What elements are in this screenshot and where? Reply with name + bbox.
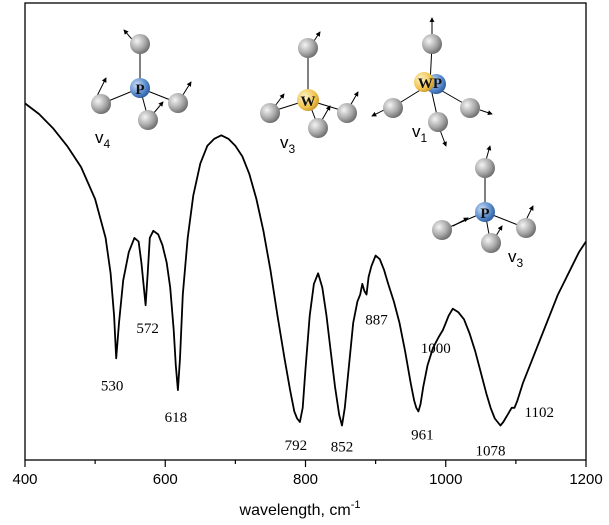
mode-symbol: v <box>412 122 421 141</box>
x-tick-label: 800 <box>293 471 318 488</box>
x-axis-title-superscript: -1 <box>351 499 361 511</box>
vibration-inset-v4-p: P v4 <box>91 29 192 151</box>
vibration-inset-v3-w: W v3 <box>260 31 359 156</box>
mode-subscript: 3 <box>289 142 296 156</box>
phosphorus-atom <box>475 202 495 222</box>
oxygen-atom <box>298 38 318 58</box>
series-group <box>24 102 587 427</box>
mode-symbol: v <box>95 128 104 147</box>
peak-label: 887 <box>365 313 388 329</box>
mode-subscript: 1 <box>421 131 428 145</box>
oxygen-atom <box>475 158 495 178</box>
oxygen-atom <box>308 118 328 138</box>
inset-center-atom-label: P <box>135 82 144 98</box>
phosphorus-atom <box>130 78 150 98</box>
peak-label: 852 <box>331 440 354 456</box>
oxygen-atom <box>383 98 403 118</box>
inset-center-atom-label: P <box>480 206 489 222</box>
mode-subscript: 3 <box>517 256 524 270</box>
peak-label: 792 <box>285 438 308 454</box>
tungsten-atom <box>414 72 434 92</box>
oxygen-atom <box>168 93 188 113</box>
oxygen-atom <box>138 110 158 130</box>
peak-label: 530 <box>101 378 124 394</box>
peak-label: 1078 <box>475 444 505 460</box>
series-line-0 <box>24 102 587 427</box>
x-tick-label: 400 <box>12 471 37 488</box>
mode-symbol: v <box>280 133 289 152</box>
peak-labels: 530 572 618 792 852 887 961 1000 1078 1102 <box>101 313 554 460</box>
peak-label: 618 <box>165 410 188 426</box>
oxygen-atom <box>130 34 150 54</box>
inset-mode-label: v1 <box>412 122 428 145</box>
x-axis-title: wavelength, cm-1 <box>239 499 361 519</box>
inset-center-atom-label: WP <box>418 76 442 92</box>
oxygen-atom <box>337 103 357 123</box>
oxygen-atom <box>91 94 111 114</box>
x-axis-title-text: wavelength, cm <box>239 502 351 519</box>
vibration-inset-v3-p: P v3 <box>432 145 536 270</box>
inset-mode-label: v4 <box>95 128 111 151</box>
peak-label: 1102 <box>525 405 554 421</box>
oxygen-atom <box>516 218 536 238</box>
tungsten-atom <box>297 89 319 111</box>
oxygen-atom <box>422 34 442 54</box>
oxygen-atom <box>432 220 452 240</box>
x-tick-label: 1200 <box>569 471 602 488</box>
oxygen-atom <box>460 98 480 118</box>
x-axis: 400 600 800 1000 1200 <box>12 460 603 488</box>
oxygen-atom <box>428 112 448 132</box>
vibration-inset-v1-wp: WP v1 <box>371 17 493 147</box>
x-tick-label: 600 <box>153 471 178 488</box>
oxygen-atom <box>260 103 280 123</box>
x-tick-label: 1000 <box>429 471 462 488</box>
peak-label: 961 <box>411 427 434 443</box>
inset-center-atom-label: W <box>301 94 316 110</box>
peak-label: 1000 <box>421 341 451 357</box>
inset-mode-label: v3 <box>280 133 296 156</box>
mode-symbol: v <box>508 247 517 266</box>
inset-mode-label: v3 <box>508 247 524 270</box>
peak-label: 572 <box>136 321 159 337</box>
oxygen-atom <box>481 233 501 253</box>
mode-subscript: 4 <box>104 137 111 151</box>
